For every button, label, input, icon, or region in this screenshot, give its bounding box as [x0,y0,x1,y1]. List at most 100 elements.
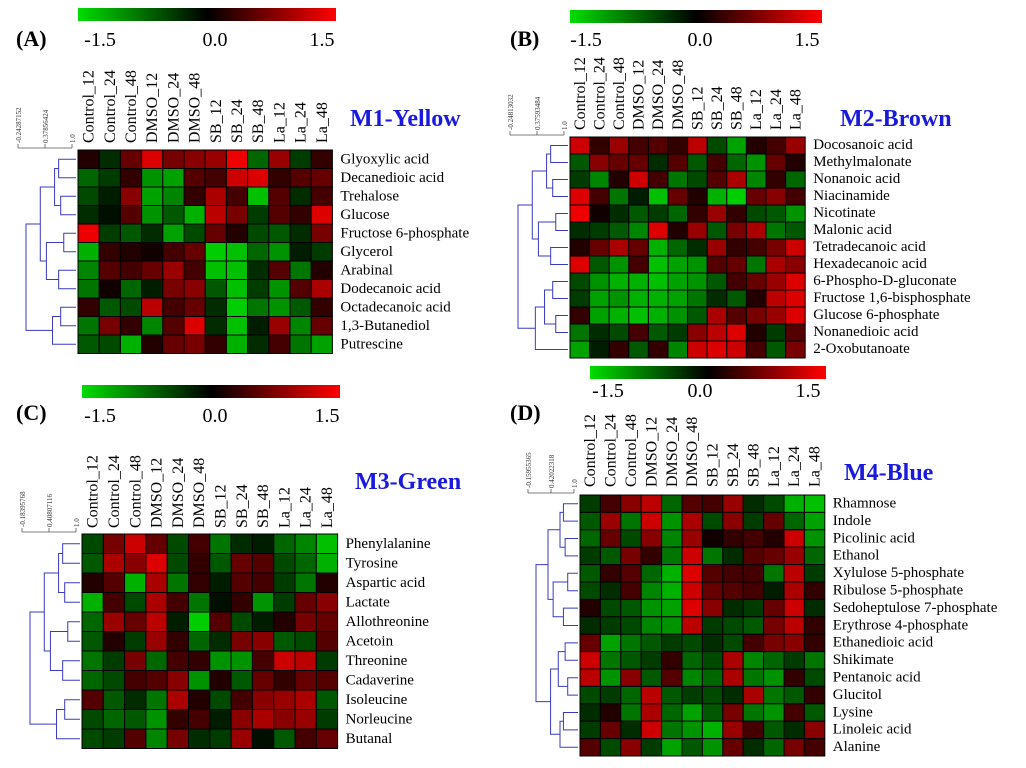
heatmap-cell [119,186,143,206]
heatmap-cell [268,223,291,243]
column-label: La_48 [807,446,824,487]
heatmap-cell [701,720,724,740]
heatmap-cell [251,572,275,593]
column-label: La_24 [293,102,310,143]
heatmap-cell [247,223,270,243]
heatmap-cell [803,703,826,722]
heatmap-cell [230,533,253,554]
heatmap-cell [742,494,765,513]
heatmap-cell [667,221,689,240]
heatmap-cell [119,223,143,243]
heatmap-cell [225,260,249,280]
heatmap-cell [765,289,787,308]
heatmap-cell [119,168,143,188]
row-label: Ethanedioic acid [833,635,934,651]
heatmap-cell [209,572,232,593]
heatmap-cell [145,728,168,749]
heatmap-cell [209,553,232,574]
row-label: Nonanedioic acid [813,324,919,340]
heatmap-cell [273,533,296,554]
heatmap-cell [310,205,333,225]
heatmap-cell [247,186,270,206]
column-label: Control_48 [611,57,628,130]
heatmap-cell [268,334,291,354]
heatmap-cell [145,689,168,710]
module-title: M3-Green [355,469,461,495]
heatmap-cell [628,289,649,308]
heatmap-cell [701,651,724,670]
dendrogram-branch [62,543,80,564]
heatmap-cell [579,668,601,687]
heatmap-cell [745,170,767,189]
heatmap-cell [569,136,591,155]
heatmap-cell [661,738,683,757]
column-label: Control_24 [106,455,123,528]
column-label: La_24 [298,487,315,528]
heatmap-cell [599,564,622,583]
heatmap-cell [268,279,291,299]
heatmap-cell [315,631,339,652]
heatmap-cell [647,323,669,342]
heatmap-cell [701,581,724,600]
heatmap-cell [98,223,121,243]
heatmap-cell [647,255,669,274]
heatmap-cell [145,533,168,554]
heatmap-cell [765,170,787,189]
heatmap-cell [310,242,333,262]
heatmap-cell [209,592,232,613]
dendrogram-branch [537,221,556,257]
heatmap-cell [722,546,744,566]
row-label: Aspartic acid [346,575,426,591]
heatmap-cell [124,611,147,632]
row-label: Fructose 6-phosphate [340,225,469,241]
column-label: SB_24 [725,443,742,487]
heatmap-cell [628,323,649,342]
heatmap-cell [620,511,642,531]
heatmap-cell [599,546,622,566]
heatmap-cell [247,316,270,336]
heatmap-cell [204,260,227,280]
row-label: Lactate [346,595,390,611]
column-label: SB_24 [229,99,246,143]
heatmap-cell [722,598,744,618]
heatmap-cell [661,494,683,513]
heatmap-cell [162,297,185,317]
heatmap-cell [98,260,121,280]
heatmap-cell [745,340,767,359]
colorbar-tick-label: 0.0 [203,29,228,51]
heatmap-cell [81,572,104,593]
dendrogram-branch [39,186,55,262]
heatmap-cell [620,598,642,618]
heatmap-cell [102,572,126,593]
heatmap-cell [681,633,703,653]
heatmap-cell [204,316,227,336]
heatmap-cell [763,703,785,722]
heatmap-cell [589,221,610,240]
heatmap-cell [162,316,185,336]
row-label: Ethanol [833,548,880,564]
heatmap-cell [166,611,189,632]
heatmap-cell [141,279,164,299]
heatmap-cell [608,272,630,291]
heatmap-cell [745,153,767,172]
heatmap-cell [98,168,121,188]
heatmap-cell [647,187,669,206]
heatmap-cell [579,546,601,566]
heatmap-cell [273,553,296,574]
heatmap-cell [141,149,164,169]
heatmap-cell [209,670,232,691]
heatmap-cell [81,709,104,730]
heatmap-cell [124,689,147,710]
heatmap-cell [726,272,747,291]
heatmap-cell [701,546,724,566]
heatmap-cell [124,553,147,574]
heatmap-cell [745,323,767,342]
heatmap-cell [141,223,164,243]
heatmap-cell [608,170,630,189]
heatmap-cell [742,511,765,531]
heatmap-cell [640,494,663,513]
heatmap-cell [77,223,100,243]
heatmap-cell [81,689,104,710]
module-title: M4-Blue [844,460,934,486]
